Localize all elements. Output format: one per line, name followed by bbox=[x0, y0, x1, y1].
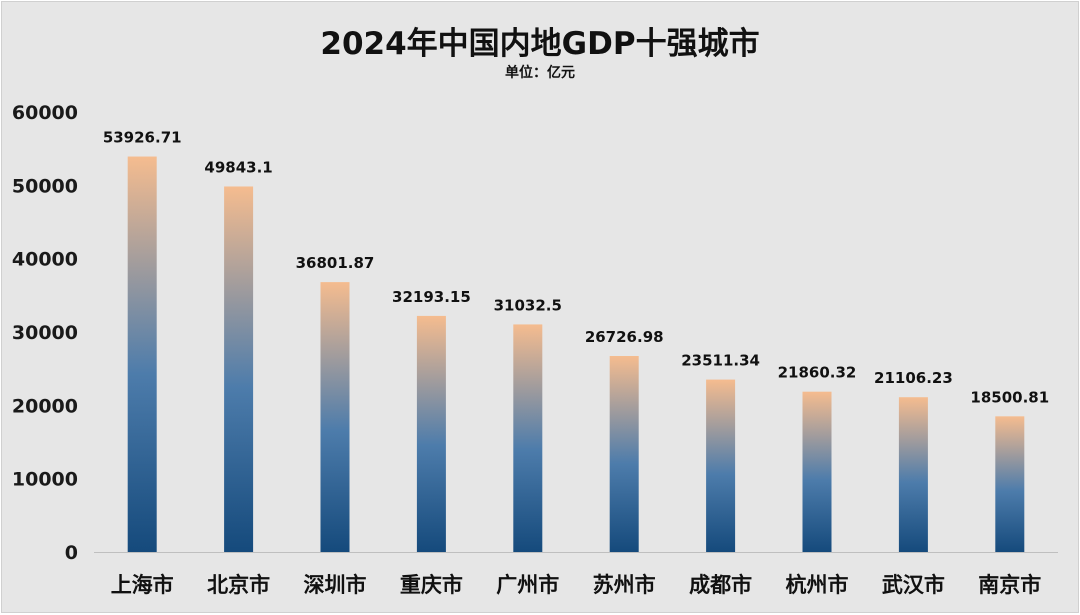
data-label: 31032.5 bbox=[494, 296, 562, 314]
y-tick-label: 50000 bbox=[12, 175, 78, 197]
bar bbox=[609, 356, 639, 552]
y-tick-label: 40000 bbox=[12, 249, 78, 271]
data-label: 21106.23 bbox=[874, 369, 953, 387]
bar bbox=[416, 315, 446, 552]
data-label: 21860.32 bbox=[778, 364, 857, 382]
x-tick-label: 苏州市 bbox=[593, 573, 656, 597]
x-tick-label: 深圳市 bbox=[304, 573, 367, 597]
y-tick-label: 0 bbox=[65, 542, 78, 564]
data-label: 23511.34 bbox=[681, 352, 760, 370]
data-label: 32193.15 bbox=[392, 288, 471, 306]
x-tick-label: 上海市 bbox=[111, 573, 174, 597]
chart-title: 2024年中国内地GDP十强城市 bbox=[320, 26, 760, 62]
y-tick-label: 20000 bbox=[12, 395, 78, 417]
x-tick-label: 杭州市 bbox=[786, 573, 849, 597]
data-label: 36801.87 bbox=[296, 254, 375, 272]
bar bbox=[802, 391, 832, 552]
bar bbox=[995, 416, 1025, 552]
x-tick-label: 重庆市 bbox=[400, 573, 463, 597]
y-tick-label: 30000 bbox=[12, 322, 78, 344]
bar bbox=[706, 379, 736, 552]
bar bbox=[127, 156, 157, 552]
x-axis: 上海市 北京市 深圳市 重庆市 广州市 苏州市 成都市 杭州市 武汉市 南京市 bbox=[94, 552, 1058, 597]
data-label: 26726.98 bbox=[585, 328, 664, 346]
data-label: 53926.71 bbox=[103, 129, 182, 147]
x-tick-label: 广州市 bbox=[496, 573, 559, 597]
x-tick-label: 北京市 bbox=[207, 573, 270, 597]
bars bbox=[127, 156, 1025, 552]
y-axis: 0 10000 20000 30000 40000 50000 60000 bbox=[12, 102, 78, 564]
bar bbox=[224, 186, 254, 552]
x-tick-label: 成都市 bbox=[689, 573, 752, 597]
bar bbox=[898, 397, 928, 552]
data-labels: 53926.71 49843.1 36801.87 32193.15 31032.5 26… bbox=[103, 129, 1049, 407]
x-tick-label: 南京市 bbox=[978, 573, 1041, 597]
x-tick-label: 武汉市 bbox=[882, 573, 945, 597]
chart-subtitle: 单位：亿元 bbox=[505, 65, 575, 81]
data-label: 49843.1 bbox=[204, 158, 272, 176]
bar bbox=[513, 324, 543, 552]
y-tick-label: 10000 bbox=[12, 469, 78, 491]
y-tick-label: 60000 bbox=[12, 102, 78, 124]
data-label: 18500.81 bbox=[970, 388, 1049, 406]
bar bbox=[320, 282, 350, 552]
